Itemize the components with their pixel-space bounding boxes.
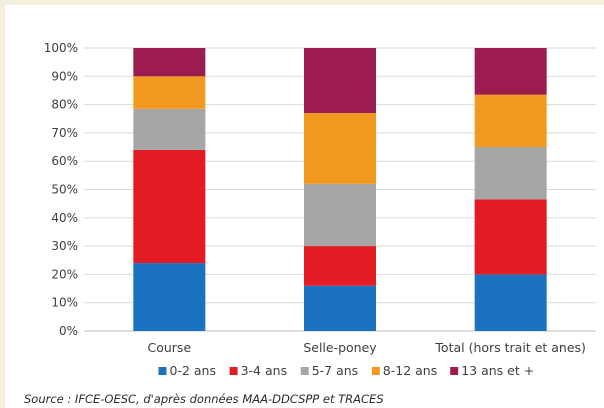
y-tick-label: 50% bbox=[51, 183, 78, 197]
bar-segment-2-3 bbox=[304, 183, 376, 247]
bar-segment-3-4 bbox=[474, 94, 547, 148]
x-axis: Course Selle-poney Total (hors trait et an… bbox=[148, 340, 586, 355]
legend-swatch bbox=[450, 367, 459, 375]
bar-segment-1-5 bbox=[133, 48, 206, 77]
bar-segment-3-1 bbox=[474, 274, 547, 331]
legend-label: 5-7 ans bbox=[312, 363, 358, 378]
bar-segment-1-3 bbox=[133, 108, 206, 150]
y-tick-label: 10% bbox=[51, 296, 78, 310]
legend-swatch bbox=[371, 367, 380, 375]
bar-segment-3-3 bbox=[474, 147, 547, 200]
source-note: Source : IFCE-OESC, d'après données MAA-… bbox=[24, 392, 384, 406]
legend-label: 13 ans et + bbox=[461, 363, 534, 378]
y-tick-label: 30% bbox=[51, 239, 78, 253]
bar-segment-2-5 bbox=[304, 48, 376, 114]
bar-segment-2-2 bbox=[304, 246, 376, 286]
bar-segment-3-2 bbox=[474, 199, 547, 275]
y-tick-label: 0% bbox=[59, 324, 78, 338]
legend: 0-2 ans 3-4 ans 5-7 ans 8-12 ans 13 ans et + bbox=[158, 363, 534, 378]
legend-swatch bbox=[300, 367, 309, 375]
y-tick-label: 40% bbox=[51, 211, 78, 225]
bar-segment-2-1 bbox=[304, 285, 376, 331]
y-tick-label: 100% bbox=[44, 41, 78, 55]
y-tick-label: 60% bbox=[51, 154, 78, 168]
y-tick-label: 80% bbox=[51, 98, 78, 112]
x-category-label: Total (hors trait et anes) bbox=[434, 340, 586, 355]
legend-label: 0-2 ans bbox=[170, 363, 216, 378]
legend-label: 3-4 ans bbox=[241, 363, 287, 378]
bar-segment-1-4 bbox=[133, 76, 206, 109]
y-tick-label: 90% bbox=[51, 69, 78, 83]
y-axis: 0% 10% 20% 30% 40% 50% 60% 70% 80% 90% 100% bbox=[44, 41, 78, 338]
legend-label: 8-12 ans bbox=[383, 363, 437, 378]
x-category-label: Course bbox=[148, 340, 192, 355]
bar-segment-1-1 bbox=[133, 263, 206, 331]
bar-segment-3-5 bbox=[474, 48, 547, 95]
legend-swatch bbox=[229, 367, 238, 375]
stacked-bar-chart: 0% 10% 20% 30% 40% 50% 60% 70% 80% 90% 100% Course… bbox=[44, 41, 596, 378]
bars bbox=[133, 48, 547, 331]
x-category-label: Selle-poney bbox=[303, 340, 377, 355]
y-tick-label: 20% bbox=[51, 267, 78, 281]
legend-swatch bbox=[158, 367, 167, 375]
y-tick-label: 70% bbox=[51, 126, 78, 140]
bar-segment-1-2 bbox=[133, 149, 206, 264]
bar-segment-2-4 bbox=[304, 113, 376, 184]
